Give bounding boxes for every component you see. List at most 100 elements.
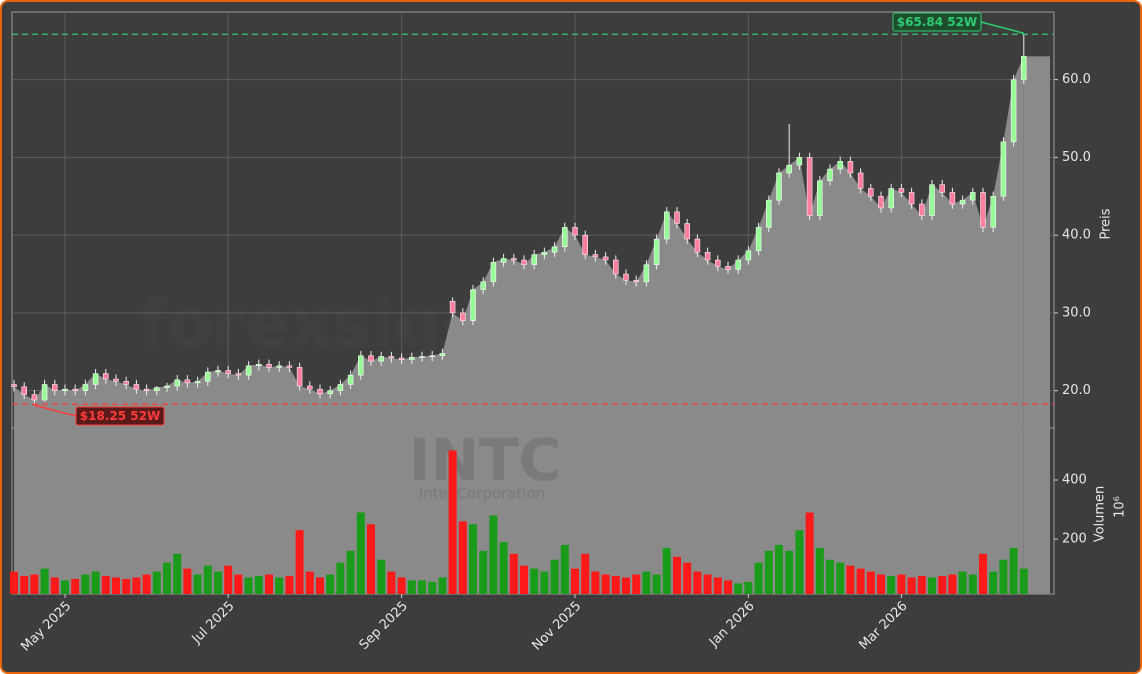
candle-body [143, 388, 150, 391]
candle-body [245, 365, 252, 376]
x-tick-label: Sep 2025 [357, 599, 411, 653]
candle-body [358, 355, 364, 376]
volume-bar [887, 575, 896, 594]
candle-body [500, 258, 507, 263]
volume-bar [91, 571, 100, 594]
y2-axis-unit: 10⁶ [1113, 496, 1128, 518]
candle-body [755, 227, 762, 251]
candle-body [317, 388, 323, 395]
candle-body [460, 312, 466, 321]
candle-body [521, 259, 527, 265]
candle-body [1021, 56, 1027, 80]
y-tick-label: 60.0 [1062, 72, 1091, 87]
candle-body [409, 356, 415, 360]
annotation-arrow [34, 404, 77, 417]
volume-bar [397, 577, 406, 594]
candle-body [796, 157, 803, 166]
volume-bar [81, 574, 90, 594]
y-tick-label: 20.0 [1062, 383, 1091, 398]
candle-body [786, 164, 792, 174]
volume-bar [163, 562, 171, 594]
volume-bar [744, 581, 753, 594]
volume-bar [1009, 547, 1018, 594]
volume-bar [316, 577, 324, 594]
candle-body [429, 355, 435, 357]
volume-bar [979, 553, 987, 594]
candle-body [490, 262, 497, 283]
candle-body [582, 234, 588, 255]
volume-bar [265, 574, 273, 594]
candle-body [72, 388, 78, 391]
candle-body [980, 192, 986, 228]
annotation-arrow [980, 21, 1024, 34]
volume-bar [601, 574, 610, 594]
candle-body [154, 387, 160, 391]
volume-bar [438, 577, 447, 594]
y2-tick-label: 200 [1062, 532, 1087, 547]
volume-bar [713, 577, 722, 594]
volume-bar [122, 578, 131, 594]
volume-bar [897, 574, 906, 594]
volume-bar [428, 581, 437, 594]
volume-bar [938, 575, 947, 594]
candle-body [347, 374, 354, 385]
volume-bar [560, 544, 569, 594]
candle-body [449, 301, 456, 314]
candle-body [633, 280, 639, 283]
candle-body [31, 394, 38, 401]
volume-bar [764, 550, 773, 594]
volume-bar [203, 565, 212, 594]
candle-body [52, 384, 58, 391]
volume-bar [367, 524, 375, 594]
volume-bar [224, 565, 233, 594]
volume-bar [40, 568, 49, 594]
volume-bar [499, 542, 508, 594]
candle-body [592, 254, 599, 258]
annotation-box [75, 406, 165, 426]
volume-bar [214, 571, 222, 594]
candle-body [531, 254, 537, 265]
candle-body [82, 384, 89, 391]
volume-bar [611, 575, 620, 594]
volume-bar [805, 512, 814, 594]
volume-bar [193, 574, 202, 594]
candle-body [908, 192, 915, 205]
candle-body [21, 386, 27, 395]
annotation-label: $65.84 52W [897, 15, 977, 29]
candle-body [847, 161, 854, 174]
volume-bar [683, 562, 692, 594]
volume-bar [152, 571, 161, 594]
volume-bar [458, 521, 467, 594]
candle-body [725, 266, 731, 270]
y2-axis-label: Volumen [1093, 486, 1108, 543]
volume-bar [642, 571, 651, 594]
volume-bar [61, 580, 69, 594]
candle-body [235, 373, 242, 376]
candle-body [562, 227, 568, 248]
volume-bar [652, 574, 661, 594]
volume-bar [591, 571, 600, 594]
volume-bar [509, 553, 518, 594]
candle-body [398, 357, 405, 360]
volume-bar [407, 580, 416, 594]
volume-bar [469, 524, 477, 594]
y-tick-label: 30.0 [1062, 305, 1091, 320]
x-tick-label: Nov 2025 [529, 599, 584, 654]
candle-body [613, 259, 619, 275]
candle-body [704, 252, 711, 261]
volume-bar [754, 562, 763, 594]
candle-body [470, 289, 476, 321]
candle-body [194, 381, 201, 384]
volume-bar [928, 577, 936, 594]
volume-bar [968, 574, 977, 594]
volume-bar [295, 530, 304, 594]
volume-bar [285, 575, 294, 594]
volume-bar [999, 559, 1008, 594]
candle-body [164, 385, 170, 388]
volume-bar [356, 512, 365, 594]
candle-body [817, 180, 823, 216]
candle-body [225, 370, 231, 374]
volume-bar [693, 571, 702, 594]
volume-bar [20, 575, 29, 594]
candle-body [378, 356, 384, 362]
